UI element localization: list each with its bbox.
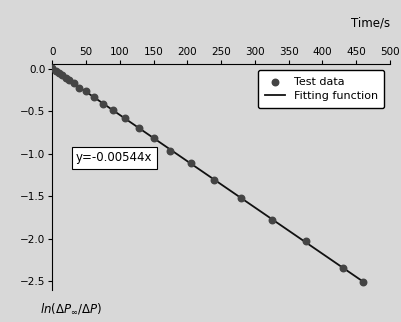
Test data xyxy=(91,94,97,99)
Test data xyxy=(63,76,69,81)
Fitting function xyxy=(151,137,156,140)
Test data xyxy=(237,195,244,201)
Test data xyxy=(49,65,55,70)
Test data xyxy=(66,78,72,83)
Test data xyxy=(187,161,193,166)
Test data xyxy=(302,239,308,244)
Test data xyxy=(167,148,173,153)
Test data xyxy=(52,69,59,74)
Test data xyxy=(71,81,77,86)
Fitting function xyxy=(245,201,250,205)
Test data xyxy=(359,279,365,284)
Fitting function xyxy=(87,92,92,96)
Fitting function xyxy=(173,151,178,155)
Text: Time/s: Time/s xyxy=(350,16,389,29)
Test data xyxy=(56,71,62,76)
Fitting function xyxy=(276,222,281,226)
Text: $\it{ln}(\Delta P_{\infty}/\Delta P)$: $\it{ln}(\Delta P_{\infty}/\Delta P)$ xyxy=(40,301,102,316)
Test data xyxy=(76,86,82,91)
Text: y=-0.00544x: y=-0.00544x xyxy=(76,151,152,165)
Line: Fitting function: Fitting function xyxy=(52,69,363,282)
Test data xyxy=(211,177,217,182)
Fitting function xyxy=(50,67,55,71)
Test data xyxy=(109,108,116,113)
Test data xyxy=(83,89,89,94)
Fitting function xyxy=(361,280,366,284)
Fitting function xyxy=(274,221,279,225)
Legend: Test data, Fitting function: Test data, Fitting function xyxy=(257,70,383,108)
Test data xyxy=(99,101,106,106)
Test data xyxy=(150,136,156,141)
Test data xyxy=(135,126,142,131)
Test data xyxy=(59,73,65,78)
Test data xyxy=(268,217,274,223)
Test data xyxy=(338,265,345,270)
Test data xyxy=(122,116,128,121)
